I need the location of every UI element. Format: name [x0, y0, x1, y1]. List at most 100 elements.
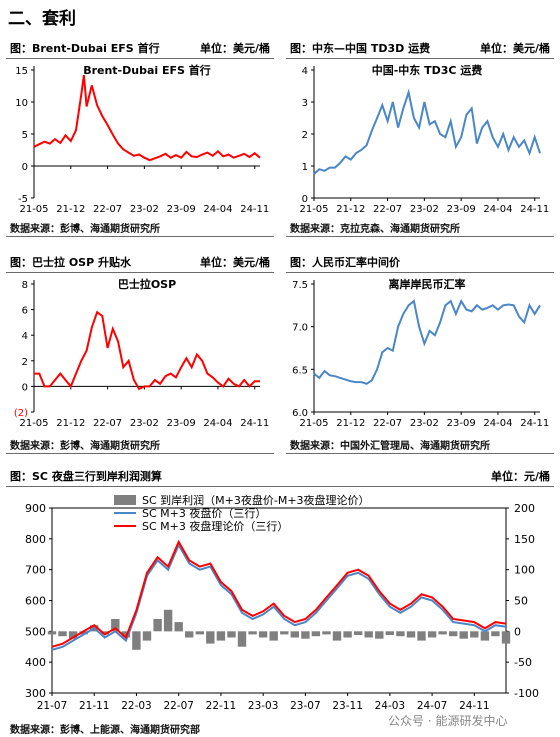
x-tick-label: 23-09	[167, 204, 196, 215]
profit-bar	[470, 631, 479, 638]
x-tick-label: 24-11	[520, 204, 549, 215]
profit-bar	[237, 631, 247, 647]
y-tick-label: 2	[302, 130, 308, 141]
legend-label: SC 到岸利润（M+3夜盘价-M+3夜盘理论价）	[142, 493, 370, 507]
x-tick-label: 23-02	[410, 204, 439, 215]
x-tick-label: 22-07	[93, 204, 122, 215]
profit-bar	[301, 631, 310, 639]
osp-chart: (2) 0 2 4 6 8 21-05 21-12 22-07 23-02 23-09 24-04 24…	[14, 277, 269, 429]
td3d-chart: 0 1 2 3 4 21-05 21-12 22-07 23-02 23-09 24-04 24-11…	[299, 63, 549, 215]
sc-source: 数据来源：彭博、上能源、海通期货研究部	[10, 725, 200, 736]
profit-bar	[258, 631, 268, 638]
profit-bar	[206, 631, 215, 644]
x-tick-label: 21-05	[19, 418, 48, 429]
profit-bar	[111, 619, 120, 632]
y-tick-label: -5	[18, 194, 28, 205]
profit-bar	[132, 631, 141, 650]
y-right-tick-label: 200	[514, 502, 535, 515]
x-tick-label: 21-12	[56, 418, 85, 429]
x-tick-label: 24-07	[417, 700, 448, 712]
x-tick-label: 21-05	[299, 204, 328, 215]
x-tick-label: 22-07	[93, 418, 122, 429]
td3d-header-unit: 单位：美元/桶	[479, 42, 550, 55]
profit-bar	[406, 631, 416, 638]
y-tick-label: 6.0	[292, 408, 308, 419]
profit-bar	[449, 631, 458, 637]
y-right-tick-label: 50	[514, 595, 528, 608]
profit-bar	[47, 631, 57, 635]
x-tick-label: 23-09	[447, 418, 476, 429]
profit-bar	[311, 631, 321, 637]
y-left-tick-label: 400	[25, 656, 46, 669]
legend-label: SC M+3 夜盘理论价（三行）	[142, 519, 288, 533]
y-tick-label: 0	[22, 382, 28, 393]
osp-header-title: 图：巴士拉 OSP 升贴水	[10, 256, 131, 269]
x-tick-label: 22-11	[206, 700, 237, 712]
x-tick-label: 24-04	[483, 418, 512, 429]
price-line	[51, 542, 507, 651]
profit-bar	[417, 631, 426, 641]
x-tick-label: 21-07	[37, 700, 68, 712]
x-tick-label: 23-02	[410, 418, 439, 429]
profit-bar	[385, 631, 394, 635]
profit-bar	[100, 631, 109, 635]
profit-bar	[58, 631, 67, 637]
chart-title: 巴士拉OSP	[118, 277, 176, 291]
osp-source: 数据来源：彭博、海通期货研究所	[10, 441, 160, 452]
profit-bar	[248, 631, 257, 635]
efs-bottom-rule	[6, 236, 274, 237]
td3d-header-title: 图：中东—中国 TD3D 运费	[290, 42, 431, 55]
y-tick-label: 7.0	[292, 323, 308, 334]
x-tick-label: 23-09	[167, 418, 196, 429]
y-left-tick-label: 700	[25, 564, 46, 577]
y-right-tick-label: -50	[514, 656, 532, 669]
y-tick-label: 8	[22, 280, 28, 291]
profit-bar	[480, 631, 490, 641]
cny-bottom-rule	[286, 453, 554, 454]
x-tick-label: 23-02	[130, 204, 159, 215]
series-line	[34, 310, 260, 391]
x-tick-label: 22-07	[373, 418, 402, 429]
cny-source: 数据来源：中国外汇管理局、海通期货研究所	[290, 441, 490, 452]
y-right-tick-label: 100	[514, 564, 535, 577]
y-left-tick-label: 900	[25, 502, 46, 515]
x-tick-label: 23-03	[248, 700, 279, 712]
y-right-tick-label: 150	[514, 533, 535, 546]
profit-bar	[153, 619, 162, 632]
y-tick-label: 4	[302, 66, 308, 77]
x-tick-label: 24-04	[203, 418, 232, 429]
theory-line	[51, 539, 507, 648]
profit-bar	[491, 631, 500, 637]
x-tick-label: 21-12	[56, 204, 85, 215]
sc-chart: 300 400 500 600 700 800 900 -100 -50 0 50 100 150 200…	[25, 493, 539, 712]
x-tick-label: 24-11	[520, 418, 549, 429]
sc-header-unit: 单位：元/桶	[490, 470, 550, 483]
legend-swatch	[114, 495, 136, 505]
td3d-source: 数据来源：克拉克森、海通期货研究所	[290, 224, 460, 235]
profit-bar	[195, 631, 204, 635]
y-tick-label: 15	[15, 66, 28, 77]
profit-bar	[459, 631, 468, 639]
profit-bar	[375, 631, 384, 639]
x-tick-label: 23-11	[332, 700, 363, 712]
profit-bar	[185, 631, 194, 638]
efs-header-unit: 单位：美元/桶	[199, 42, 270, 55]
profit-bar	[142, 631, 152, 641]
series-line	[33, 74, 261, 162]
sc-header-title: 图：SC 夜盘三行到岸利润测算	[10, 470, 162, 483]
profit-bar	[501, 631, 511, 644]
cny-header-title: 图：人民币汇率中间价	[290, 256, 400, 269]
y-tick-label: 2	[22, 357, 28, 368]
y-right-tick-label: -100	[514, 687, 539, 700]
profit-bar	[269, 631, 278, 641]
td3d-chart-header: 图：中东—中国 TD3D 运费 单位：美元/桶	[286, 36, 554, 59]
y-left-tick-label: 500	[25, 625, 46, 638]
series-line	[313, 88, 541, 175]
x-tick-label: 22-07	[163, 700, 194, 712]
cny-chart: 6.0 6.5 7.0 7.5 21-05 21-12 22-07 23-02 23-09 24-…	[292, 277, 549, 429]
y-tick-label: 1	[302, 162, 308, 173]
y-tick-label: 0	[302, 194, 308, 205]
x-tick-label: 23-09	[447, 204, 476, 215]
chart-title: 中国-中东 TD3C 运费	[372, 63, 483, 77]
profit-bar	[227, 631, 236, 638]
